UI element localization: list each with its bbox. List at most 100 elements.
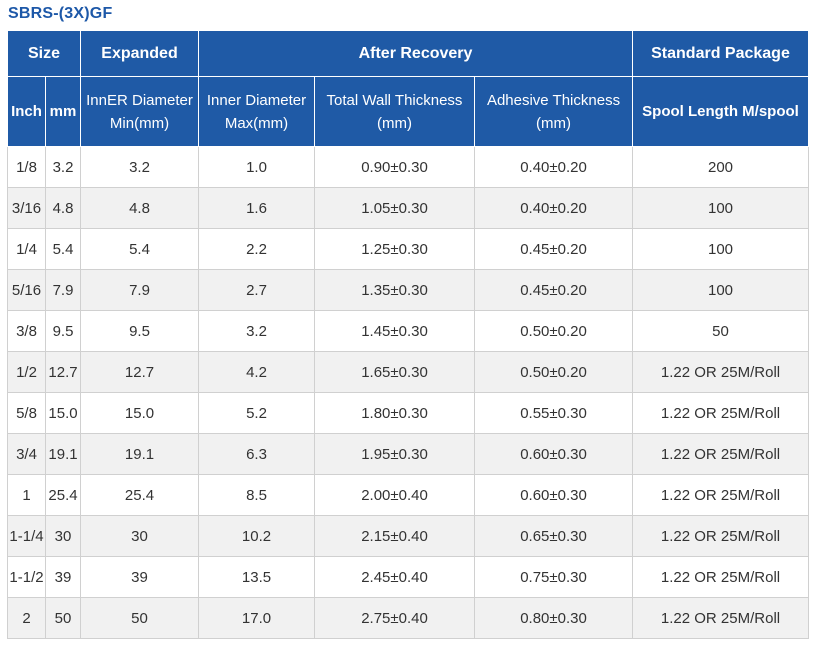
cell-inch: 3/8	[7, 310, 46, 352]
cell-inner-min: 39	[80, 556, 199, 598]
cell-wall-thickness: 1.95±0.30	[314, 433, 475, 475]
cell-adhesive-thickness: 0.40±0.20	[474, 187, 633, 229]
table-row: 1 25.4 25.4 8.5 2.00±0.40 0.60±0.30 1.22 OR 25…	[7, 474, 809, 516]
cell-spool-length: 1.22 OR 25M/Roll	[632, 597, 809, 639]
table-row: 5/16 7.9 7.9 2.7 1.35±0.30 0.45±0.20 100	[7, 269, 809, 311]
cell-wall-thickness: 1.25±0.30	[314, 228, 475, 270]
cell-mm: 7.9	[45, 269, 81, 311]
expanded-header: Expanded	[80, 30, 199, 77]
cell-inner-max: 13.5	[198, 556, 315, 598]
cell-inner-max: 8.5	[198, 474, 315, 516]
cell-wall-thickness: 1.65±0.30	[314, 351, 475, 393]
inner-min-line1: InnER Diameter	[86, 91, 193, 109]
table-body: 1/8 3.2 3.2 1.0 0.90±0.30 0.40±0.20 200 3/16 4.8…	[7, 146, 809, 639]
adhesive-line2: (mm)	[536, 114, 571, 132]
cell-spool-length: 1.22 OR 25M/Roll	[632, 515, 809, 557]
cell-adhesive-thickness: 0.50±0.20	[474, 351, 633, 393]
cell-mm: 30	[45, 515, 81, 557]
inch-header: Inch	[7, 76, 46, 147]
inner-min-line2: Min(mm)	[109, 114, 170, 132]
cell-inch: 1	[7, 474, 46, 516]
cell-inch: 1/8	[7, 146, 46, 188]
cell-inch: 5/16	[7, 269, 46, 311]
cell-inner-max: 1.6	[198, 187, 315, 229]
cell-inner-max: 6.3	[198, 433, 315, 475]
cell-inner-min: 3.2	[80, 146, 199, 188]
cell-mm: 50	[45, 597, 81, 639]
cell-inch: 1-1/2	[7, 556, 46, 598]
cell-wall-thickness: 1.80±0.30	[314, 392, 475, 434]
cell-wall-thickness: 2.15±0.40	[314, 515, 475, 557]
cell-adhesive-thickness: 0.45±0.20	[474, 269, 633, 311]
cell-adhesive-thickness: 0.55±0.30	[474, 392, 633, 434]
cell-inch: 1/4	[7, 228, 46, 270]
cell-inner-min: 7.9	[80, 269, 199, 311]
cell-adhesive-thickness: 0.60±0.30	[474, 474, 633, 516]
cell-inner-max: 2.7	[198, 269, 315, 311]
cell-adhesive-thickness: 0.50±0.20	[474, 310, 633, 352]
cell-inner-min: 9.5	[80, 310, 199, 352]
cell-inner-min: 15.0	[80, 392, 199, 434]
cell-inch: 3/16	[7, 187, 46, 229]
cell-adhesive-thickness: 0.80±0.30	[474, 597, 633, 639]
cell-adhesive-thickness: 0.75±0.30	[474, 556, 633, 598]
cell-inner-max: 17.0	[198, 597, 315, 639]
cell-wall-thickness: 2.00±0.40	[314, 474, 475, 516]
adhesive-line1: Adhesive Thickness	[486, 91, 621, 109]
cell-inner-max: 3.2	[198, 310, 315, 352]
cell-spool-length: 1.22 OR 25M/Roll	[632, 556, 809, 598]
cell-adhesive-thickness: 0.60±0.30	[474, 433, 633, 475]
cell-mm: 25.4	[45, 474, 81, 516]
after-recovery-header: After Recovery	[198, 30, 633, 77]
cell-inner-max: 4.2	[198, 351, 315, 393]
inner-diameter-min-header: InnER Diameter Min(mm)	[80, 76, 199, 147]
cell-inner-min: 19.1	[80, 433, 199, 475]
cell-mm: 4.8	[45, 187, 81, 229]
cell-inner-min: 12.7	[80, 351, 199, 393]
cell-spool-length: 1.22 OR 25M/Roll	[632, 433, 809, 475]
cell-spool-length: 1.22 OR 25M/Roll	[632, 474, 809, 516]
standard-package-header: Standard Package	[632, 30, 809, 77]
table-row: 3/8 9.5 9.5 3.2 1.45±0.30 0.50±0.20 50	[7, 310, 809, 352]
cell-spool-length: 200	[632, 146, 809, 188]
total-wall-thickness-header: Total Wall Thickness (mm)	[314, 76, 475, 147]
inner-diameter-max-header: Inner Diameter Max(mm)	[198, 76, 315, 147]
table-row: 1/2 12.7 12.7 4.2 1.65±0.30 0.50±0.20 1.22 OR …	[7, 351, 809, 393]
table-row: 1/4 5.4 5.4 2.2 1.25±0.30 0.45±0.20 100	[7, 228, 809, 270]
cell-wall-thickness: 1.05±0.30	[314, 187, 475, 229]
table-row: 2 50 50 17.0 2.75±0.40 0.80±0.30 1.22 OR 25M/R…	[7, 597, 809, 639]
cell-inner-min: 5.4	[80, 228, 199, 270]
cell-inner-min: 25.4	[80, 474, 199, 516]
cell-spool-length: 100	[632, 187, 809, 229]
cell-wall-thickness: 1.35±0.30	[314, 269, 475, 311]
cell-inner-max: 5.2	[198, 392, 315, 434]
page-title: SBRS-(3X)GF	[8, 5, 113, 22]
cell-spool-length: 50	[632, 310, 809, 352]
mm-header: mm	[45, 76, 81, 147]
table-row: 3/4 19.1 19.1 6.3 1.95±0.30 0.60±0.30 1.22 OR …	[7, 433, 809, 475]
cell-spool-length: 100	[632, 228, 809, 270]
cell-adhesive-thickness: 0.45±0.20	[474, 228, 633, 270]
adhesive-thickness-header: Adhesive Thickness (mm)	[474, 76, 633, 147]
cell-mm: 9.5	[45, 310, 81, 352]
inner-max-line2: Max(mm)	[224, 114, 289, 132]
cell-mm: 3.2	[45, 146, 81, 188]
cell-spool-length: 1.22 OR 25M/Roll	[632, 392, 809, 434]
wall-line1: Total Wall Thickness	[326, 91, 463, 109]
cell-wall-thickness: 0.90±0.30	[314, 146, 475, 188]
cell-mm: 19.1	[45, 433, 81, 475]
cell-adhesive-thickness: 0.40±0.20	[474, 146, 633, 188]
cell-inch: 1/2	[7, 351, 46, 393]
cell-spool-length: 100	[632, 269, 809, 311]
cell-mm: 5.4	[45, 228, 81, 270]
column-header-row: Inch mm InnER Diameter Min(mm) Inner Dia…	[7, 76, 809, 147]
cell-mm: 39	[45, 556, 81, 598]
cell-mm: 15.0	[45, 392, 81, 434]
wall-line2: (mm)	[377, 114, 412, 132]
table-row: 3/16 4.8 4.8 1.6 1.05±0.30 0.40±0.20 100	[7, 187, 809, 229]
inner-max-line1: Inner Diameter	[206, 91, 307, 109]
table-row: 1-1/2 39 39 13.5 2.45±0.40 0.75±0.30 1.22 OR 2…	[7, 556, 809, 598]
cell-inch: 3/4	[7, 433, 46, 475]
cell-inner-min: 4.8	[80, 187, 199, 229]
spool-length-header: Spool Length M/spool	[632, 76, 809, 147]
